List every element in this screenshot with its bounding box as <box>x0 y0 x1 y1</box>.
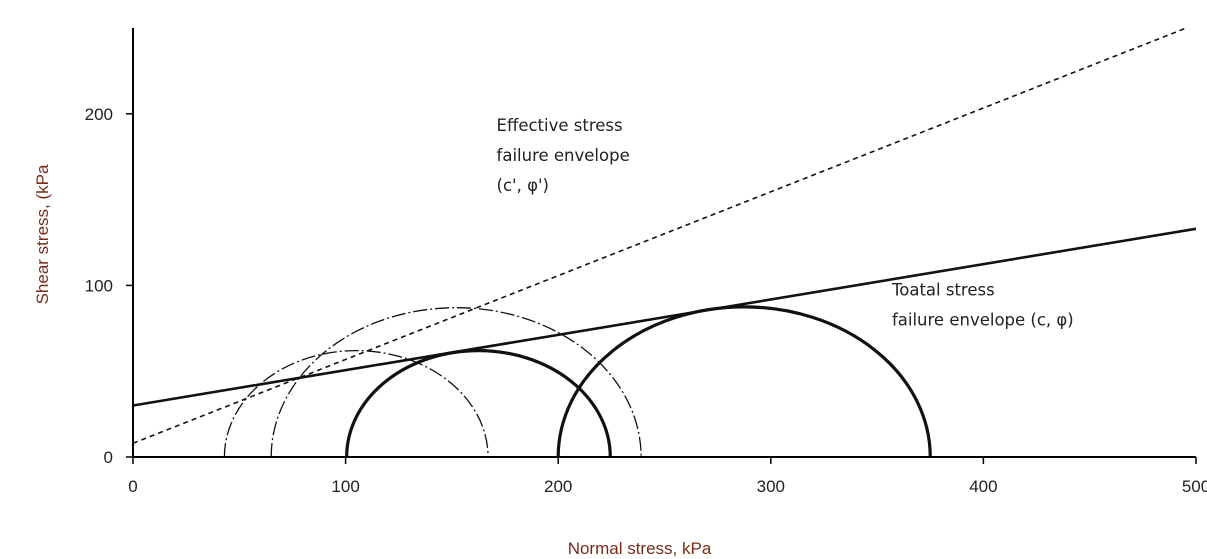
failure-envelope-solid <box>133 227 1196 407</box>
x-tick-label: 300 <box>757 477 785 496</box>
x-tick-label: 500 <box>1182 477 1207 496</box>
annotation-1: Toatal stress failure envelope (c, φ) <box>891 281 1074 330</box>
annotation-line: (c', φ') <box>497 176 549 195</box>
x-tick-label: 0 <box>128 477 137 496</box>
y-axis-label: Shear stress, (kPa <box>33 164 52 304</box>
annotations: Effective stress failure envelope (c', φ')… <box>497 116 1074 330</box>
plot-marks <box>133 28 1196 457</box>
tick-labels: 0 100 200 300 400 500 0 100 200 <box>85 105 1207 496</box>
x-tick-label: 200 <box>544 477 572 496</box>
annotation-line: failure envelope (c, φ) <box>892 311 1074 330</box>
annotation-line: Toatal stress <box>891 281 995 300</box>
y-tick-label: 0 <box>104 448 113 467</box>
failure-envelope-dashed <box>133 28 1189 445</box>
y-tick-label: 100 <box>85 276 113 295</box>
y-tick-label: 200 <box>85 105 113 124</box>
annotation-0: Effective stress failure envelope (c', φ') <box>497 116 630 195</box>
mohr-circle-3 <box>345 349 612 457</box>
x-tick-label: 100 <box>331 477 359 496</box>
mohr-circle-4 <box>556 305 932 457</box>
mohr-circle-2 <box>270 307 642 457</box>
annotation-line: failure envelope <box>497 146 630 165</box>
x-tick-label: 400 <box>969 477 997 496</box>
annotation-line: Effective stress <box>497 116 623 135</box>
mohr-circle-1 <box>223 349 489 457</box>
x-axis-label: Normal stress, kPa <box>568 539 712 558</box>
axes <box>126 28 1197 464</box>
